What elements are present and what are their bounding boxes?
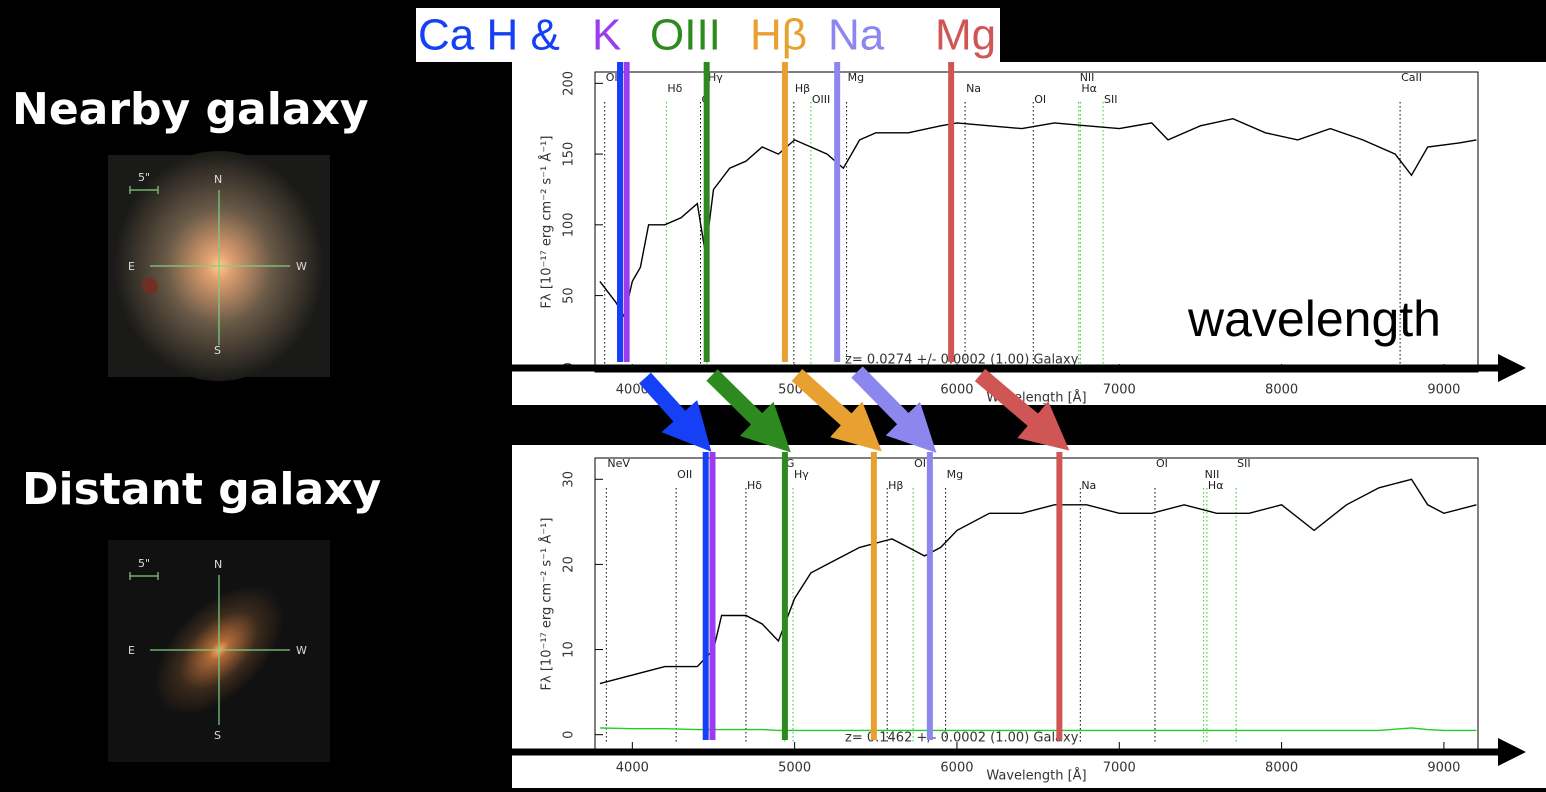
- axis-word: wavelength: [1187, 291, 1441, 347]
- page: { "legend_box": [ {"text": "Ca H &", "co…: [0, 0, 1546, 788]
- x-tick-label: 5000: [778, 761, 811, 776]
- feature-label: NeV: [607, 457, 630, 470]
- compass-label: E: [128, 260, 135, 273]
- feature-label: Hγ: [708, 71, 723, 84]
- feature-label: Hγ: [794, 468, 809, 481]
- x-tick-label: 9000: [1427, 761, 1460, 776]
- feature-label: Hα: [1081, 82, 1097, 95]
- compass-label: N: [214, 173, 222, 186]
- legend-entry: OIII: [650, 11, 721, 60]
- y-axis-label: Fλ [10⁻¹⁷ erg cm⁻² s⁻¹ Å⁻¹]: [539, 136, 555, 309]
- y-tick-label: 20: [562, 556, 577, 573]
- scale-label: 5": [138, 171, 150, 184]
- legend-entry: K: [592, 11, 621, 60]
- x-tick-label: 8000: [1265, 383, 1298, 398]
- feature-label: OIII: [812, 93, 830, 106]
- y-tick-label: 200: [562, 71, 577, 96]
- y-tick-label: 150: [562, 142, 577, 167]
- compass-label: W: [296, 260, 307, 273]
- feature-label: Na: [1081, 479, 1096, 492]
- compass-label: E: [128, 644, 135, 657]
- y-tick-label: 30: [562, 471, 577, 488]
- x-tick-label: 6000: [940, 383, 973, 398]
- label: Nearby galaxy: [12, 84, 369, 135]
- y-tick-label: 10: [562, 641, 577, 658]
- compass-label: W: [296, 644, 307, 657]
- y-tick-label: 100: [562, 212, 577, 237]
- slide: Ca H &KOIIIHβNaMg Nearby galaxy Distant …: [0, 0, 1546, 788]
- feature-label: Na: [966, 82, 981, 95]
- feature-label: OI: [1034, 93, 1046, 106]
- feature-label: Mg: [848, 71, 864, 84]
- scale-label: 5": [138, 557, 150, 570]
- feature-label: Hδ: [667, 82, 682, 95]
- y-tick-label: 50: [562, 287, 577, 304]
- feature-label: Hβ: [795, 82, 810, 95]
- label: Distant galaxy: [22, 464, 381, 515]
- compass-label: N: [214, 558, 222, 571]
- x-tick-label: 7000: [1103, 383, 1136, 398]
- x-tick-label: 9000: [1427, 383, 1460, 398]
- y-axis-label: Fλ [10⁻¹⁷ erg cm⁻² s⁻¹ Å⁻¹]: [539, 518, 555, 691]
- x-tick-label: 4000: [616, 761, 649, 776]
- x-tick-label: 7000: [1103, 761, 1136, 776]
- feature-label: SII: [1237, 457, 1250, 470]
- feature-label: Hδ: [747, 479, 762, 492]
- redshift-annotation: z= 0.1462 +/- 0.0002 (1.00) Galaxy: [845, 731, 1079, 746]
- feature-label: SII: [1104, 93, 1117, 106]
- x-tick-label: 6000: [940, 761, 973, 776]
- legend-entry: Na: [828, 11, 885, 60]
- legend-entry: Hβ: [750, 11, 807, 60]
- compass-label: S: [214, 344, 221, 357]
- thumbnail: 5" N E W S: [108, 540, 330, 762]
- legend-entry: Mg: [935, 11, 996, 60]
- x-tick-label: 8000: [1265, 761, 1298, 776]
- feature-label: Hβ: [888, 479, 903, 492]
- x-axis-label: Wavelength [Å]: [986, 768, 1086, 784]
- compass-label: S: [214, 729, 221, 742]
- feature-label: Hα: [1208, 479, 1224, 492]
- legend-entry: Ca H &: [418, 11, 560, 60]
- feature-label: Mg: [947, 468, 963, 481]
- y-tick-label: 0: [562, 731, 577, 739]
- feature-label: OI: [1156, 457, 1168, 470]
- thumbnail: 5" N E W S: [108, 151, 330, 381]
- feature-label: CaII: [1401, 71, 1422, 84]
- feature-label: OII: [677, 468, 692, 481]
